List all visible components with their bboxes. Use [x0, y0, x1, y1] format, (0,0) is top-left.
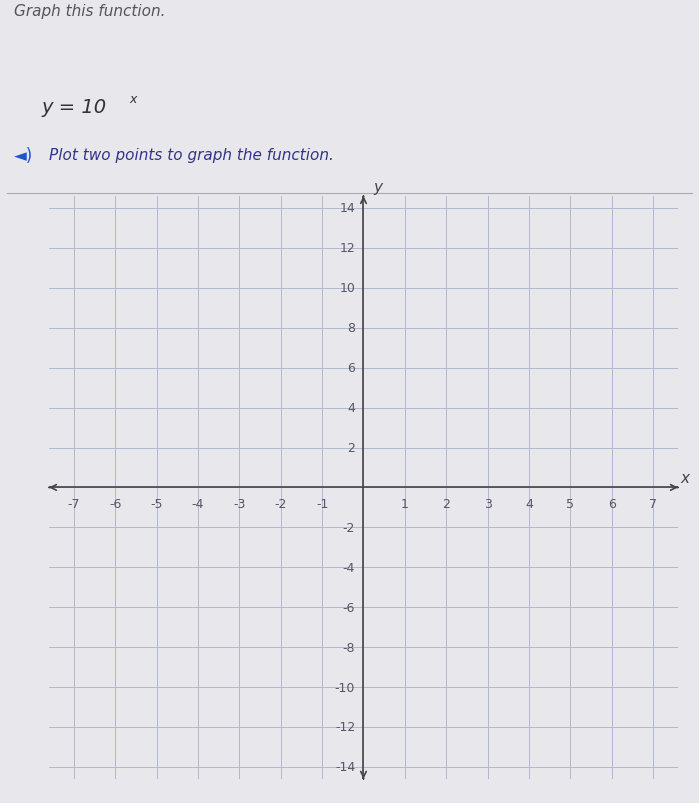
Text: -2: -2 [275, 498, 287, 511]
Text: -7: -7 [68, 498, 80, 511]
Text: -5: -5 [150, 498, 163, 511]
Text: x: x [680, 471, 689, 485]
Text: 1: 1 [401, 498, 409, 511]
Text: -4: -4 [192, 498, 204, 511]
Text: 7: 7 [649, 498, 657, 511]
Text: ◄): ◄) [14, 147, 34, 165]
Text: 3: 3 [484, 498, 491, 511]
Text: 4: 4 [347, 402, 355, 414]
Text: 14: 14 [340, 202, 355, 215]
Text: Graph this function.: Graph this function. [14, 4, 166, 19]
Text: y: y [373, 180, 382, 195]
Text: -6: -6 [109, 498, 122, 511]
Text: 6: 6 [608, 498, 616, 511]
Text: -3: -3 [233, 498, 245, 511]
Text: -1: -1 [316, 498, 329, 511]
Text: 4: 4 [525, 498, 533, 511]
Text: 10: 10 [339, 282, 355, 295]
Text: 12: 12 [340, 242, 355, 255]
Text: -2: -2 [343, 521, 355, 534]
Text: 8: 8 [347, 322, 355, 335]
Text: -14: -14 [335, 760, 355, 773]
Text: x: x [129, 92, 137, 105]
Text: 2: 2 [347, 442, 355, 454]
Text: -8: -8 [343, 641, 355, 654]
Text: -12: -12 [335, 720, 355, 734]
Text: -6: -6 [343, 601, 355, 614]
Text: y = 10: y = 10 [42, 98, 107, 117]
Text: Plot two points to graph the function.: Plot two points to graph the function. [49, 149, 334, 163]
Text: 5: 5 [566, 498, 575, 511]
Text: -10: -10 [335, 681, 355, 694]
Text: -4: -4 [343, 561, 355, 574]
Text: 2: 2 [442, 498, 450, 511]
Text: 6: 6 [347, 361, 355, 375]
